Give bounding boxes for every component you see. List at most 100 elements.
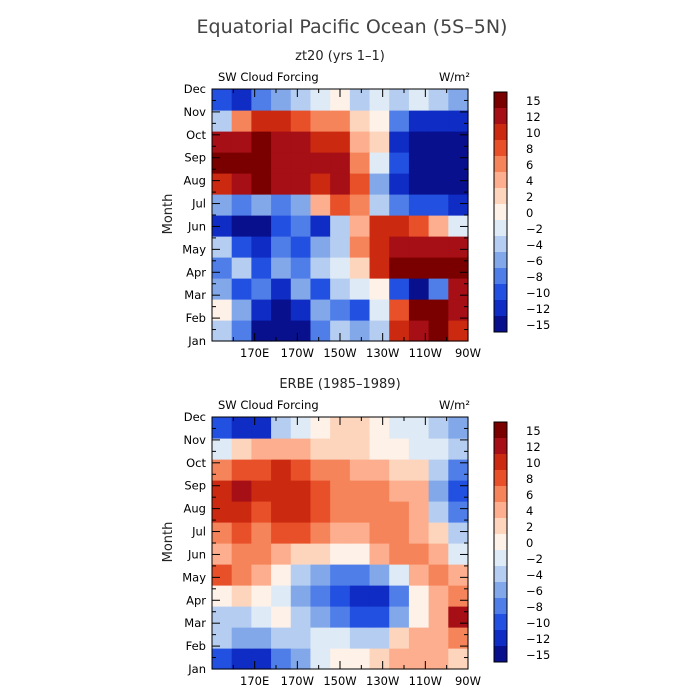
heatmap-cell <box>448 131 469 153</box>
colorbar-swatch <box>494 188 507 204</box>
colorbar-swatch <box>494 630 507 646</box>
heatmap-cell <box>271 89 292 111</box>
heatmap-cell <box>290 278 312 300</box>
colorbar-swatch <box>494 204 507 220</box>
heatmap-cell <box>369 648 390 670</box>
heatmap-cell <box>349 417 371 439</box>
y-tick-label: Aug <box>184 174 206 188</box>
heatmap-cell <box>448 194 469 216</box>
colorbar-label: 2 <box>526 520 533 534</box>
y-tick-label: Jul <box>191 197 206 211</box>
heatmap-cell <box>271 438 292 460</box>
heatmap-cell <box>408 110 430 132</box>
heatmap-cell <box>448 564 469 586</box>
heatmap-cell <box>310 564 331 586</box>
heatmap-cell <box>251 236 272 258</box>
heatmap-cell <box>231 648 252 670</box>
heatmap-cell <box>389 236 410 258</box>
heatmap-cell <box>310 543 331 565</box>
heatmap-cell <box>251 110 272 132</box>
heatmap-cell <box>349 89 371 111</box>
heatmap-cell <box>349 501 371 523</box>
heatmap-cell <box>349 648 371 670</box>
heatmap-cell <box>212 215 233 237</box>
colorbar-swatch <box>494 470 507 486</box>
heatmap-cell <box>251 152 272 174</box>
heatmap-cell <box>389 257 410 279</box>
heatmap-cell <box>369 152 390 174</box>
heatmap-cell <box>271 131 292 153</box>
heatmap-cell <box>212 278 233 300</box>
y-tick-label: May <box>182 242 206 256</box>
x-tick-label: 130W <box>366 346 399 360</box>
figure-title: Equatorial Pacific Ocean (5S–5N) <box>197 16 508 38</box>
colorbar-label: 0 <box>526 536 533 550</box>
heatmap-cell <box>271 459 292 481</box>
heatmap-cell <box>330 522 351 544</box>
heatmap-cell <box>310 89 331 111</box>
heatmap-cell <box>428 564 449 586</box>
panel-bottom-y-axis: Jan Feb Mar Apr May Jun Jul Aug Sep Oct Nov Dec <box>182 410 468 676</box>
colorbar-label: 15 <box>526 424 541 438</box>
colorbar-label: 8 <box>526 142 533 156</box>
heatmap-cell <box>271 299 292 321</box>
colorbar-label: −10 <box>526 616 550 630</box>
heatmap-cell <box>231 459 252 481</box>
heatmap-cell <box>251 215 272 237</box>
heatmap-cell <box>448 257 469 279</box>
colorbar-swatch <box>494 108 507 124</box>
colorbar-swatch <box>494 124 507 140</box>
heatmap-cell <box>408 564 430 586</box>
heatmap-cell <box>428 606 449 628</box>
heatmap-cell <box>212 110 233 132</box>
y-tick-label: Feb <box>186 311 206 325</box>
colorbar-swatch <box>494 598 507 614</box>
heatmap-cell <box>349 173 371 195</box>
heatmap-cell <box>448 173 469 195</box>
heatmap-cell <box>251 606 272 628</box>
heatmap-cell <box>330 194 351 216</box>
heatmap-cell <box>310 522 331 544</box>
heatmap-cell <box>408 173 430 195</box>
heatmap-cell <box>408 131 430 153</box>
heatmap-cell <box>310 236 331 258</box>
heatmap-cell <box>251 320 272 342</box>
colorbar-bottom: 15 12 10 8 6 4 2 0 −2 −4 −6 −8 −10 −12 −15 <box>493 421 550 663</box>
heatmap-cell <box>212 543 233 565</box>
heatmap-cell <box>408 585 430 607</box>
heatmap-cell <box>212 627 233 649</box>
colorbar-label: −8 <box>526 600 543 614</box>
y-tick-label: Jun <box>187 219 206 233</box>
colorbar-swatch <box>494 422 507 438</box>
heatmap-cell <box>212 89 233 111</box>
heatmap-cell <box>251 438 272 460</box>
panel-bottom: ERBE (1985–1989) SW Cloud Forcing W/m² M… <box>161 377 481 688</box>
heatmap-cell <box>310 417 331 439</box>
heatmap-cell <box>310 110 331 132</box>
colorbar-label: −2 <box>526 222 543 236</box>
y-tick-label: Nov <box>184 105 207 119</box>
heatmap-cell <box>330 543 351 565</box>
heatmap-cell <box>231 438 252 460</box>
heatmap-cell <box>408 89 430 111</box>
heatmap-cell <box>271 522 292 544</box>
heatmap-cell <box>389 438 410 460</box>
colorbar-label: −8 <box>526 270 543 284</box>
x-tick-label: 90W <box>455 674 481 688</box>
heatmap-cell <box>349 606 371 628</box>
y-tick-label: Mar <box>184 616 206 630</box>
heatmap-cell <box>310 606 331 628</box>
heatmap-cell <box>369 236 390 258</box>
heatmap-cell <box>290 110 312 132</box>
heatmap-cell <box>349 131 371 153</box>
colorbar-swatch <box>494 566 507 582</box>
colorbar-label: 10 <box>526 126 541 140</box>
heatmap-cell <box>389 606 410 628</box>
heatmap-cell <box>212 585 233 607</box>
heatmap-cell <box>310 257 331 279</box>
heatmap-cell <box>310 173 331 195</box>
heatmap-cell <box>231 215 252 237</box>
colorbar-label: −6 <box>526 584 543 598</box>
heatmap-cell <box>408 459 430 481</box>
